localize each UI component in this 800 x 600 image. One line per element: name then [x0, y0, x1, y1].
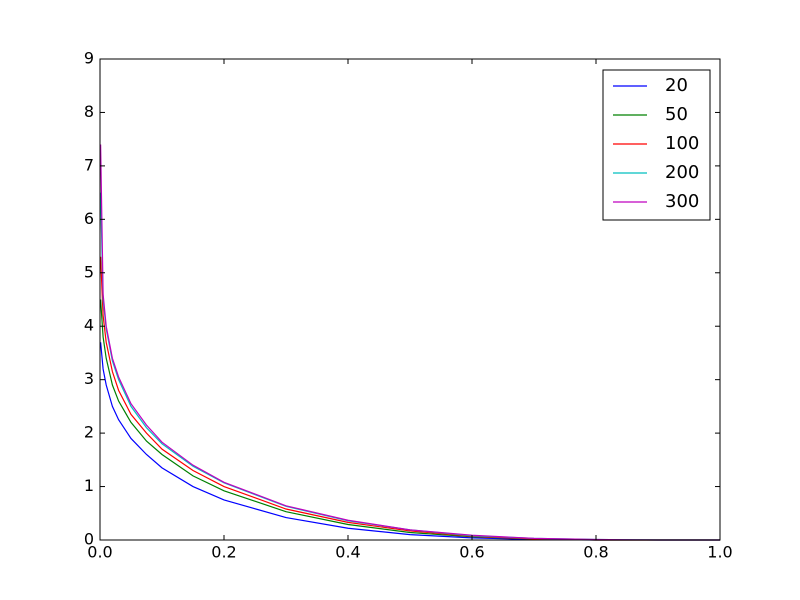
y-tick-label: 1: [84, 476, 94, 495]
y-tick-label: 4: [84, 316, 94, 335]
y-tick-label: 7: [84, 155, 94, 174]
axes-frame: [99, 58, 721, 541]
legend-label: 100: [665, 133, 699, 154]
y-tick-label: 3: [84, 369, 94, 388]
x-tick-label: 0.6: [459, 543, 484, 562]
y-tick-label: 2: [84, 423, 94, 442]
y-tick-label: 5: [84, 262, 94, 281]
x-tick-label: 0.8: [583, 543, 608, 562]
series-line: [100, 144, 720, 541]
legend-label: 20: [665, 75, 688, 96]
y-tick-label: 6: [84, 209, 94, 228]
legend-label: 200: [665, 162, 699, 183]
x-tick-label: 1.0: [707, 543, 732, 562]
y-tick-label: 8: [84, 102, 94, 121]
x-tick-label: 0.4: [335, 543, 360, 562]
y-tick-label: 9: [84, 49, 94, 68]
x-tick-label: 0.2: [211, 543, 236, 562]
legend-label: 50: [665, 104, 688, 125]
legend-label: 300: [665, 191, 699, 212]
legend: 20 50 100 200 300: [602, 69, 711, 221]
y-tick-label: 0: [84, 530, 94, 549]
legend-box: [602, 69, 711, 221]
x-tick-label: 0.0: [87, 543, 112, 562]
